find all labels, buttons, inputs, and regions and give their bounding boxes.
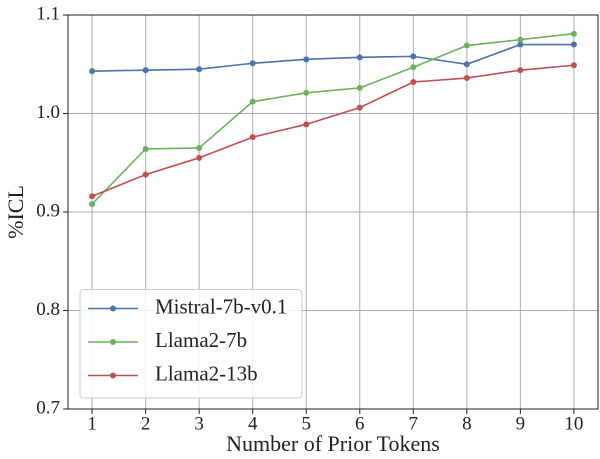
- data-point: [142, 171, 149, 178]
- data-point: [356, 104, 363, 111]
- data-point: [196, 66, 203, 73]
- data-point: [517, 41, 524, 48]
- data-point: [249, 60, 256, 67]
- data-point: [463, 42, 470, 49]
- series-line: [91, 32, 574, 205]
- legend-label: Mistral-7b-v0.1: [155, 294, 287, 318]
- data-point: [303, 89, 310, 96]
- data-point: [89, 201, 96, 208]
- x-tick-label: 4: [248, 413, 258, 434]
- data-point: [196, 144, 203, 151]
- y-tick-label: 0.9: [36, 200, 60, 221]
- x-tick-label: 1: [87, 413, 97, 434]
- series-line: [92, 43, 574, 72]
- data-point: [570, 30, 577, 37]
- x-tick-label: 8: [462, 413, 472, 434]
- data-point: [89, 68, 96, 75]
- legend-marker: [110, 372, 116, 379]
- x-tick-label: 9: [516, 413, 526, 434]
- x-tick-label: 6: [355, 413, 365, 434]
- data-point: [356, 84, 363, 91]
- legend-marker: [110, 305, 116, 312]
- data-point: [570, 41, 577, 48]
- data-point: [410, 64, 417, 71]
- legend-box: [79, 289, 303, 399]
- x-tick-label: 3: [194, 413, 204, 434]
- y-tick-label: 0.8: [36, 299, 60, 320]
- data-point: [249, 134, 256, 141]
- data-point: [303, 121, 310, 128]
- y-tick-label: 1.0: [36, 102, 60, 123]
- data-point: [570, 62, 577, 69]
- data-point: [517, 36, 524, 43]
- legend-label: Llama2-13b: [155, 361, 258, 385]
- data-point: [410, 78, 417, 85]
- data-point: [463, 61, 470, 68]
- legend-marker: [110, 339, 116, 345]
- data-point: [463, 75, 470, 82]
- data-point: [356, 54, 363, 61]
- y-axis-label: %ICL: [3, 185, 28, 239]
- data-point: [410, 53, 417, 60]
- x-axis-label: Number of Prior Tokens: [226, 431, 440, 456]
- plot-frame: [67, 14, 599, 410]
- series-line: [91, 64, 574, 197]
- x-tick-label: 5: [301, 413, 311, 434]
- y-tick-label: 1.1: [36, 3, 60, 24]
- data-point: [89, 193, 96, 200]
- data-point: [249, 98, 256, 105]
- data-point: [303, 56, 310, 63]
- x-tick-label: 10: [564, 413, 583, 434]
- data-point: [142, 67, 149, 74]
- y-tick-label: 0.7: [36, 397, 60, 418]
- x-tick-label: 2: [141, 413, 151, 434]
- legend-label: Llama2-7b: [155, 328, 247, 352]
- data-point: [196, 154, 203, 161]
- x-tick-label: 7: [409, 413, 419, 434]
- data-point: [517, 67, 524, 74]
- data-point: [142, 145, 149, 152]
